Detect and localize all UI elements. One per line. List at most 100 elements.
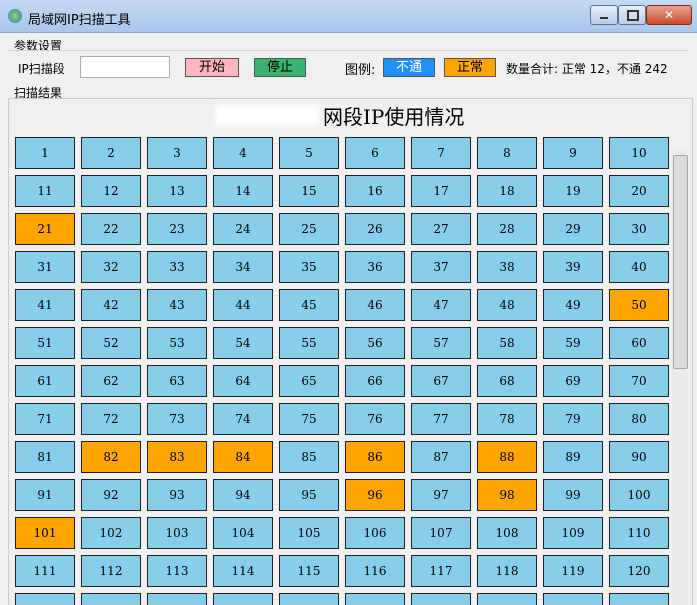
ip-cell: 27: [411, 213, 471, 245]
ip-cell: 21: [15, 213, 75, 245]
ip-cell: 87: [411, 441, 471, 473]
ip-cell: [15, 593, 75, 605]
scrollbar[interactable]: [672, 151, 688, 605]
stop-button[interactable]: 停止: [254, 58, 306, 77]
ip-cell: 17: [411, 175, 471, 207]
ip-cell: 85: [279, 441, 339, 473]
ip-cell: [345, 593, 405, 605]
ip-cell: 6: [345, 137, 405, 169]
ip-cell: 13: [147, 175, 207, 207]
ip-cell: 115: [279, 555, 339, 587]
ip-cell: 101: [15, 517, 75, 549]
ip-cell: 61: [15, 365, 75, 397]
ip-cell: 93: [147, 479, 207, 511]
ip-cell: 26: [345, 213, 405, 245]
ip-cell: 23: [147, 213, 207, 245]
ip-cell: 98: [477, 479, 537, 511]
ip-cell: 53: [147, 327, 207, 359]
ip-cell: 79: [543, 403, 603, 435]
ip-cell: 88: [477, 441, 537, 473]
ip-cell: 95: [279, 479, 339, 511]
ip-cell: 65: [279, 365, 339, 397]
ip-cell: 24: [213, 213, 273, 245]
ip-cell: 5: [279, 137, 339, 169]
ip-cell: 66: [345, 365, 405, 397]
ip-cell: 106: [345, 517, 405, 549]
ip-cell: [477, 593, 537, 605]
ip-cell: 59: [543, 327, 603, 359]
ip-cell: [411, 593, 471, 605]
ip-cell: 60: [609, 327, 669, 359]
ip-cell: 112: [81, 555, 141, 587]
results-heading: 网段IP使用情况: [323, 105, 465, 129]
ip-cell: 34: [213, 251, 273, 283]
ip-cell: [279, 593, 339, 605]
ip-cell: 90: [609, 441, 669, 473]
ip-cell: 57: [411, 327, 471, 359]
ip-input[interactable]: [80, 56, 170, 78]
ip-cell: 15: [279, 175, 339, 207]
ip-cell: 74: [213, 403, 273, 435]
maximize-button[interactable]: [618, 5, 646, 25]
ip-cell: 33: [147, 251, 207, 283]
summary: 数量合计: 正常 12，不通 242: [506, 62, 668, 76]
legend-up: 正常: [444, 58, 496, 77]
ip-label: IP扫描段: [18, 62, 65, 76]
ip-cell: 46: [345, 289, 405, 321]
ip-cell: 86: [345, 441, 405, 473]
ip-cell: 18: [477, 175, 537, 207]
ip-cell: 99: [543, 479, 603, 511]
start-button[interactable]: 开始: [185, 58, 239, 77]
ip-cell: 55: [279, 327, 339, 359]
ip-cell: 56: [345, 327, 405, 359]
ip-cell: 16: [345, 175, 405, 207]
ip-cell: 63: [147, 365, 207, 397]
ip-cell: 41: [15, 289, 75, 321]
ip-cell: 64: [213, 365, 273, 397]
ip-cell: 97: [411, 479, 471, 511]
app-icon: [8, 9, 22, 23]
ip-cell: 96: [345, 479, 405, 511]
ip-cell: 75: [279, 403, 339, 435]
ip-cell: 108: [477, 517, 537, 549]
legend-label: 图例:: [345, 63, 376, 78]
ip-cell: [543, 593, 603, 605]
ip-cell: 113: [147, 555, 207, 587]
ip-cell: 67: [411, 365, 471, 397]
ip-cell: 92: [81, 479, 141, 511]
ip-cell: 29: [543, 213, 603, 245]
ip-cell: 47: [411, 289, 471, 321]
ip-cell: 48: [477, 289, 537, 321]
ip-cell: 35: [279, 251, 339, 283]
redacted-prefix: [215, 105, 319, 125]
ip-cell: 77: [411, 403, 471, 435]
ip-cell: 36: [345, 251, 405, 283]
ip-cell: 109: [543, 517, 603, 549]
ip-cell: 91: [15, 479, 75, 511]
ip-cell: 71: [15, 403, 75, 435]
ip-cell: 50: [609, 289, 669, 321]
ip-cell: 62: [81, 365, 141, 397]
minimize-button[interactable]: [590, 5, 618, 25]
ip-cell: 49: [543, 289, 603, 321]
ip-cell: 102: [81, 517, 141, 549]
title-bar: 局域网IP扫描工具 ✕: [0, 0, 697, 33]
ip-cell: 42: [81, 289, 141, 321]
params-group-label: 参数设置: [14, 39, 63, 53]
ip-cell: 68: [477, 365, 537, 397]
ip-cell: 70: [609, 365, 669, 397]
ip-cell: 73: [147, 403, 207, 435]
ip-cell: 72: [81, 403, 141, 435]
ip-cell: [609, 593, 669, 605]
ip-cell: 10: [609, 137, 669, 169]
close-button[interactable]: ✕: [646, 5, 692, 25]
ip-cell: 110: [609, 517, 669, 549]
ip-cell: 84: [213, 441, 273, 473]
ip-cell: 120: [609, 555, 669, 587]
legend-down: 不通: [383, 58, 435, 77]
ip-cell: 107: [411, 517, 471, 549]
ip-cell: 94: [213, 479, 273, 511]
ip-cell: 118: [477, 555, 537, 587]
ip-cell: 44: [213, 289, 273, 321]
scrollbar-thumb[interactable]: [673, 155, 688, 369]
